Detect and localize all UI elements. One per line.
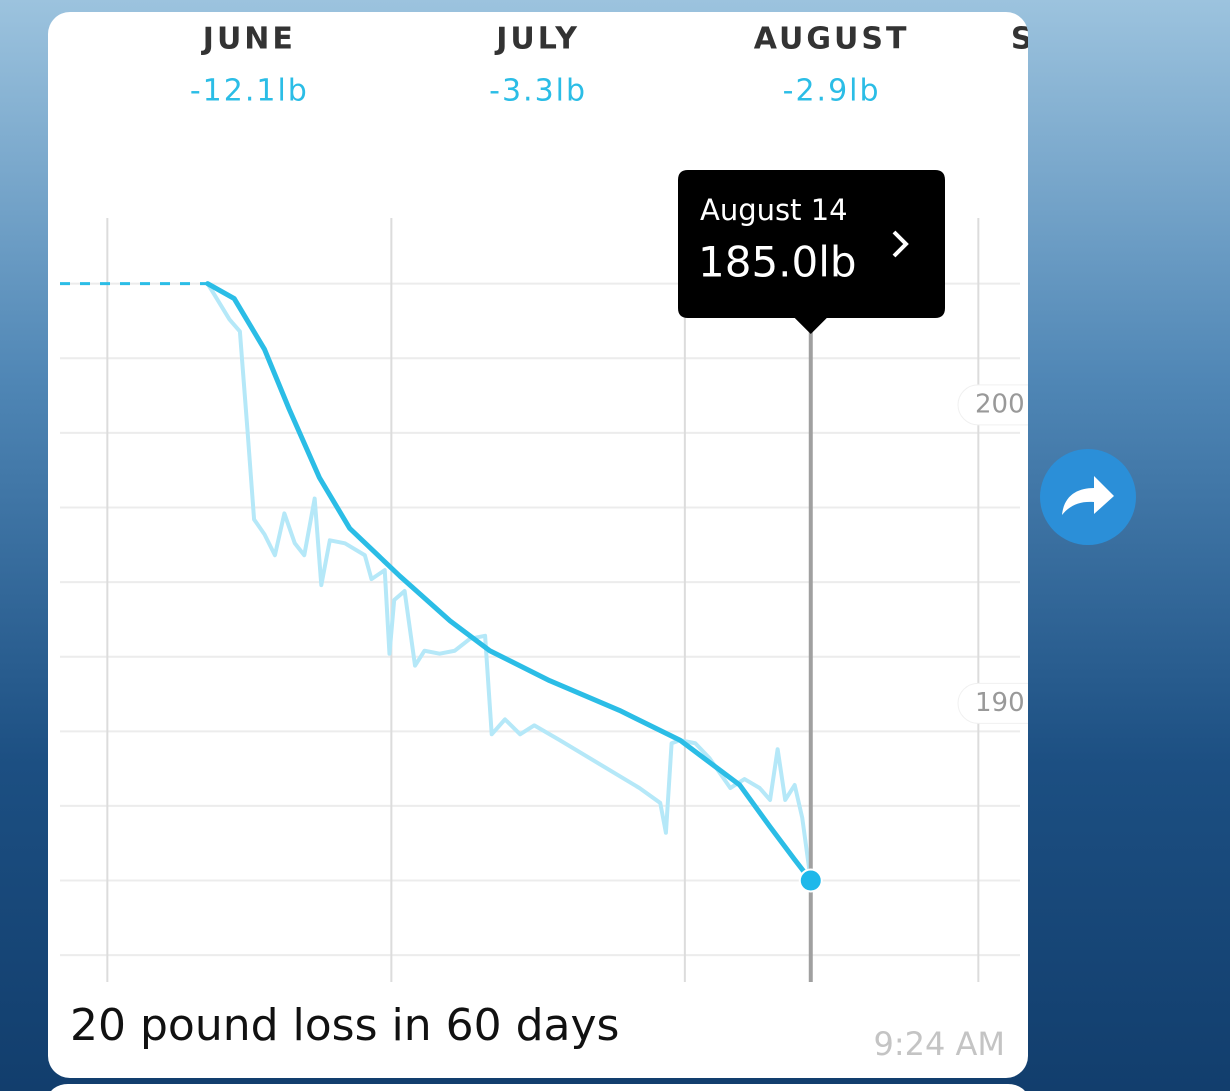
trend-line	[205, 281, 814, 884]
y-tick-pill	[957, 384, 1028, 426]
selected-point	[798, 868, 823, 893]
message-text: 20 pound loss in 60 days	[70, 1000, 619, 1051]
month-label: SEPTEMBER	[1011, 22, 1230, 57]
month-label: JUNE	[201, 22, 296, 57]
tooltip-box	[678, 170, 945, 334]
tooltip-value: 185.0lb	[698, 238, 857, 287]
month-label: AUGUST	[754, 22, 910, 57]
chart: 200 190 August 14 185.0lb JUNE -12.1lb JULY -3…	[60, 22, 1230, 982]
overlay: 200 190 August 14 185.0lb	[678, 170, 1028, 982]
month-label: JULY	[494, 22, 580, 57]
y-tick-label: 200	[975, 389, 1025, 419]
month-change: -12.1lb	[190, 74, 309, 109]
next-bubble	[51, 1084, 1025, 1091]
plot-area	[60, 218, 1020, 982]
timestamp: 9:24 AM	[873, 1025, 1005, 1063]
tooltip-date: August 14	[700, 193, 848, 227]
share-button[interactable]	[1040, 449, 1136, 545]
weight-line	[205, 281, 813, 883]
month-change: -2.9lb	[783, 74, 881, 109]
tooltip-chevron	[892, 230, 909, 258]
y-tick-pill	[957, 682, 1028, 724]
month-change: -3.3lb	[489, 74, 587, 109]
y-tick-label: 190	[975, 688, 1025, 718]
